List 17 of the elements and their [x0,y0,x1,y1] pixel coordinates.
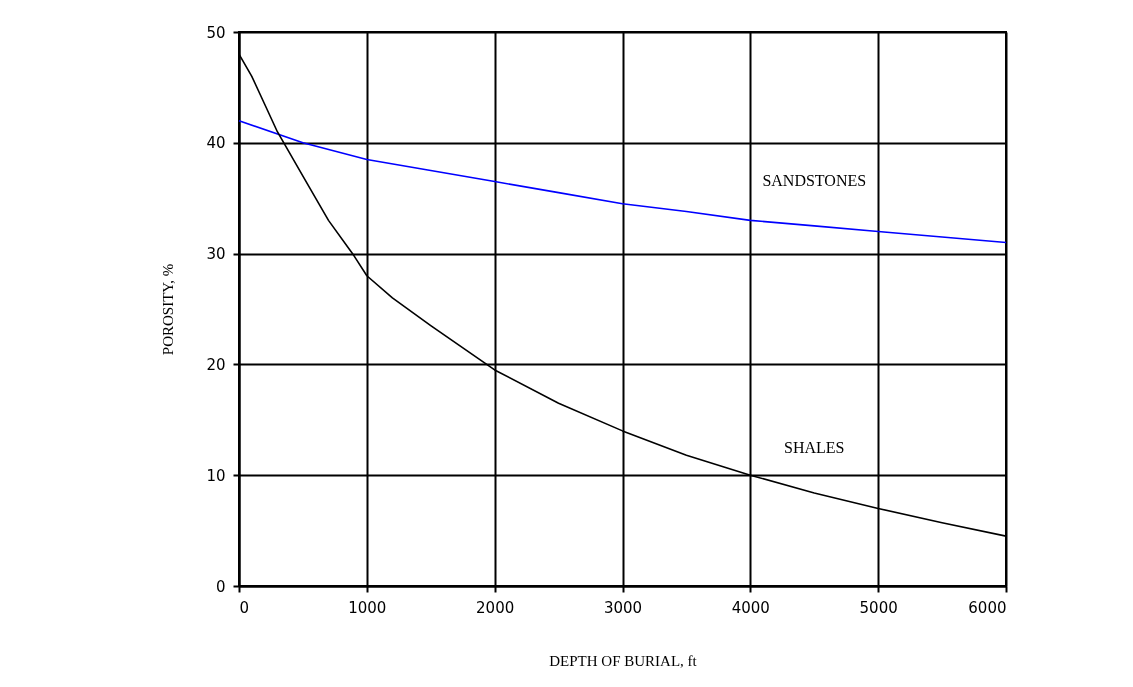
text: SANDSTONES [762,171,867,189]
x-tick-label: 3000 [603,598,643,617]
x-axis-title: DEPTH OF BURIAL, ft [549,652,698,669]
x-tick-label: 2000 [476,598,515,617]
y-tick-label: 10 [206,466,226,485]
y-tick-label: 50 [206,23,226,42]
y-tick-label: 0 [215,577,226,596]
y-axis-title: POROSITY, % [160,263,177,356]
x-tick-label: 6000 [968,598,1007,617]
x-tick-label: 5000 [859,598,898,617]
y-tick-label: 20 [206,355,226,374]
y-tick-label: 30 [206,245,226,264]
x-tick-label: 0 [239,598,250,617]
x-tick-label: 1000 [348,598,387,617]
series-label: SHALES [784,438,845,456]
y-tick-label: 40 [206,134,226,153]
x-tick-label: 4000 [731,598,770,617]
